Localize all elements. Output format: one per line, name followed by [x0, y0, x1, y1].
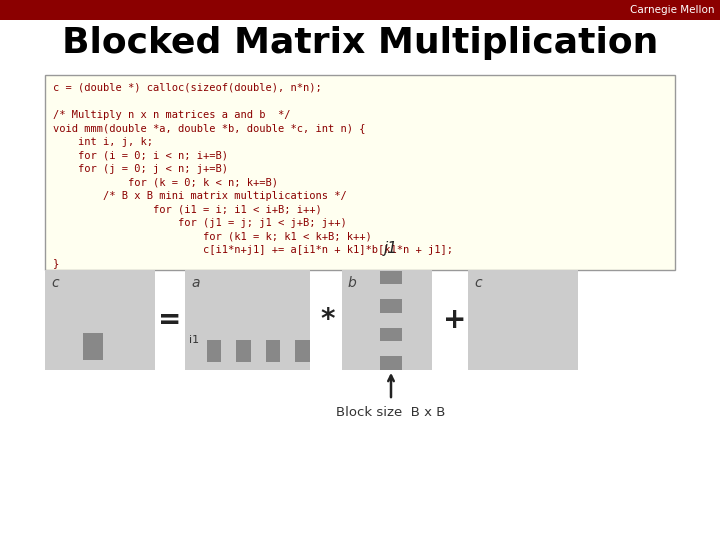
Text: =: =	[158, 306, 181, 334]
Text: for (i = 0; i < n; i+=B): for (i = 0; i < n; i+=B)	[53, 151, 228, 160]
Bar	[380, 342, 402, 356]
Bar	[281, 340, 294, 362]
Text: c[i1*n+j1] += a[i1*n + k1]*b[k1*n + j1];: c[i1*n+j1] += a[i1*n + k1]*b[k1*n + j1];	[53, 245, 453, 255]
Text: +: +	[444, 306, 467, 334]
Text: for (j = 0; j < n; j+=B): for (j = 0; j < n; j+=B)	[53, 164, 228, 174]
Bar	[45, 270, 155, 370]
Bar	[380, 271, 402, 284]
Text: for (i1 = i; i1 < i+B; i++): for (i1 = i; i1 < i+B; i++)	[53, 205, 322, 214]
Bar	[83, 333, 103, 360]
Bar	[222, 340, 236, 362]
Text: int i, j, k;: int i, j, k;	[53, 137, 153, 147]
Bar	[380, 356, 402, 370]
Text: }: }	[53, 259, 59, 268]
Text: c: c	[51, 276, 58, 290]
Bar	[380, 328, 402, 341]
Text: void mmm(double *a, double *b, double *c, int n) {: void mmm(double *a, double *b, double *c…	[53, 124, 366, 133]
Bar	[236, 340, 251, 362]
Text: for (j1 = j; j1 < j+B; j++): for (j1 = j; j1 < j+B; j++)	[53, 218, 347, 228]
Bar	[266, 340, 280, 362]
Text: for (k1 = k; k1 < k+B; k++): for (k1 = k; k1 < k+B; k++)	[53, 232, 372, 241]
Text: for (k = 0; k < n; k+=B): for (k = 0; k < n; k+=B)	[53, 178, 278, 187]
Text: a: a	[191, 276, 199, 290]
Text: /* Multiply n x n matrices a and b  */: /* Multiply n x n matrices a and b */	[53, 110, 290, 120]
Text: c: c	[474, 276, 482, 290]
Bar	[251, 340, 266, 362]
Bar	[185, 270, 310, 370]
Text: *: *	[320, 306, 336, 334]
Text: Block size  B x B: Block size B x B	[336, 406, 446, 419]
Bar	[468, 270, 578, 370]
Text: Blocked Matrix Multiplication: Blocked Matrix Multiplication	[62, 26, 658, 60]
Text: Carnegie Mellon: Carnegie Mellon	[629, 5, 714, 15]
Bar	[0, 0, 720, 20]
Text: j1: j1	[384, 240, 398, 255]
Text: i1: i1	[189, 335, 199, 345]
Text: b: b	[348, 276, 356, 290]
Bar	[207, 340, 221, 362]
Text: /* B x B mini matrix multiplications */: /* B x B mini matrix multiplications */	[53, 191, 347, 201]
Text: c = (double *) calloc(sizeof(double), n*n);: c = (double *) calloc(sizeof(double), n*…	[53, 83, 322, 93]
Bar	[380, 299, 402, 313]
Bar	[380, 313, 402, 327]
Bar	[380, 285, 402, 299]
Bar	[295, 340, 310, 362]
Bar	[45, 75, 675, 270]
Bar	[342, 270, 432, 370]
